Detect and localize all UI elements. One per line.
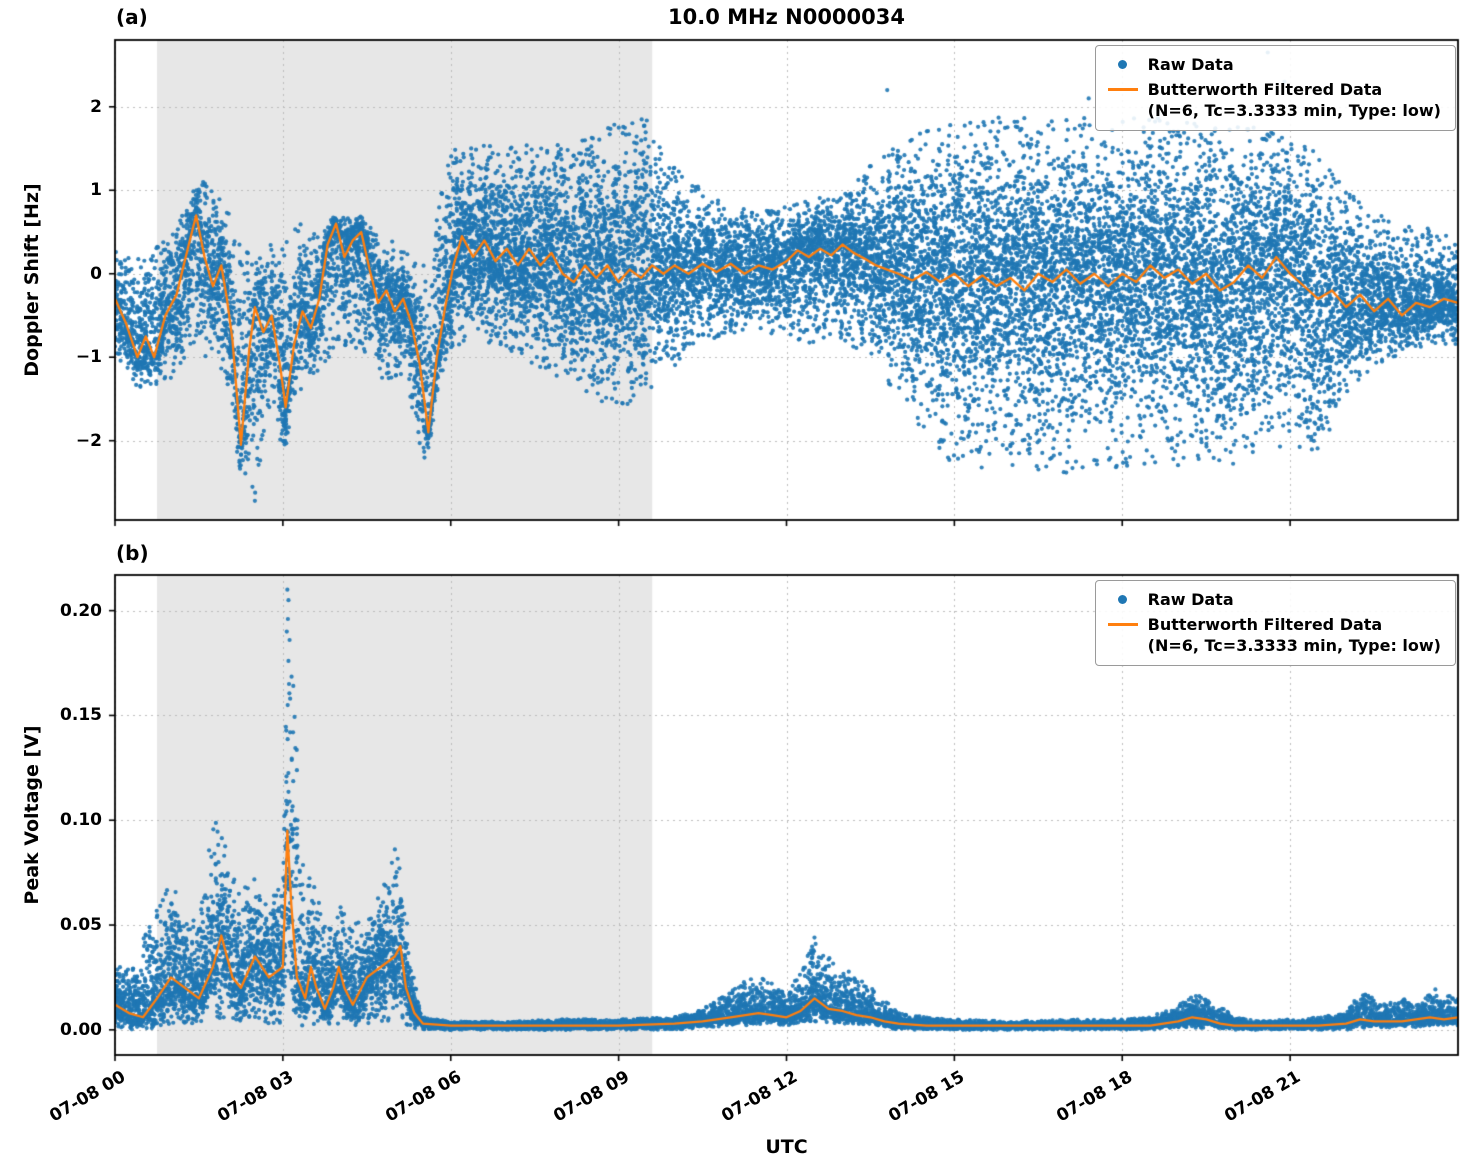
legend-item-raw: Raw Data (1106, 54, 1441, 75)
panel-b-y-tick-label: 0.10 (60, 810, 102, 831)
panel-b-y-tick-label: 0.00 (60, 1019, 102, 1040)
panel-a-legend: Raw Data Butterworth Filtered Data (N=6,… (1094, 45, 1456, 132)
figure-title: 10.0 MHz N0000034 (668, 5, 905, 29)
legend-item-filtered: Butterworth Filtered Data (N=6, Tc=3.333… (1106, 79, 1441, 121)
panel-a-y-tick-label: −2 (75, 430, 102, 451)
panel-b-tag: (b) (116, 541, 149, 565)
legend-item-filtered: Butterworth Filtered Data (N=6, Tc=3.333… (1106, 614, 1441, 656)
legend-raw-label: Raw Data (1147, 55, 1234, 74)
panel-a-y-tick-label: 1 (90, 180, 102, 201)
legend-filtered-label: Butterworth Filtered Data (1147, 80, 1383, 100)
legend-filtered-sub: (N=6, Tc=3.3333 min, Type: low) (1147, 636, 1441, 656)
panel-b-y-tick-label: 0.15 (60, 705, 102, 726)
panel-a-y-tick-label: 0 (90, 263, 102, 284)
panel-b-y-tick-label: 0.20 (60, 600, 102, 621)
panel-a-tag: (a) (116, 5, 148, 29)
raw-data-marker-icon (1106, 54, 1140, 69)
panel-a-y-tick-label: 2 (90, 96, 102, 117)
legend-filtered-sub: (N=6, Tc=3.3333 min, Type: low) (1147, 101, 1441, 121)
panel-a-y-tick-label: −1 (75, 347, 102, 368)
filtered-data-marker-icon (1106, 614, 1140, 627)
panel-b-y-tick-label: 0.05 (60, 915, 102, 936)
x-axis-label: UTC (765, 1136, 808, 1158)
panel-b-legend: Raw Data Butterworth Filtered Data (N=6,… (1094, 580, 1456, 667)
legend-filtered-label: Butterworth Filtered Data (1147, 615, 1383, 635)
legend-raw-label: Raw Data (1147, 590, 1234, 609)
legend-item-raw: Raw Data (1106, 589, 1441, 610)
raw-data-marker-icon (1106, 589, 1140, 604)
filtered-data-marker-icon (1106, 79, 1140, 92)
